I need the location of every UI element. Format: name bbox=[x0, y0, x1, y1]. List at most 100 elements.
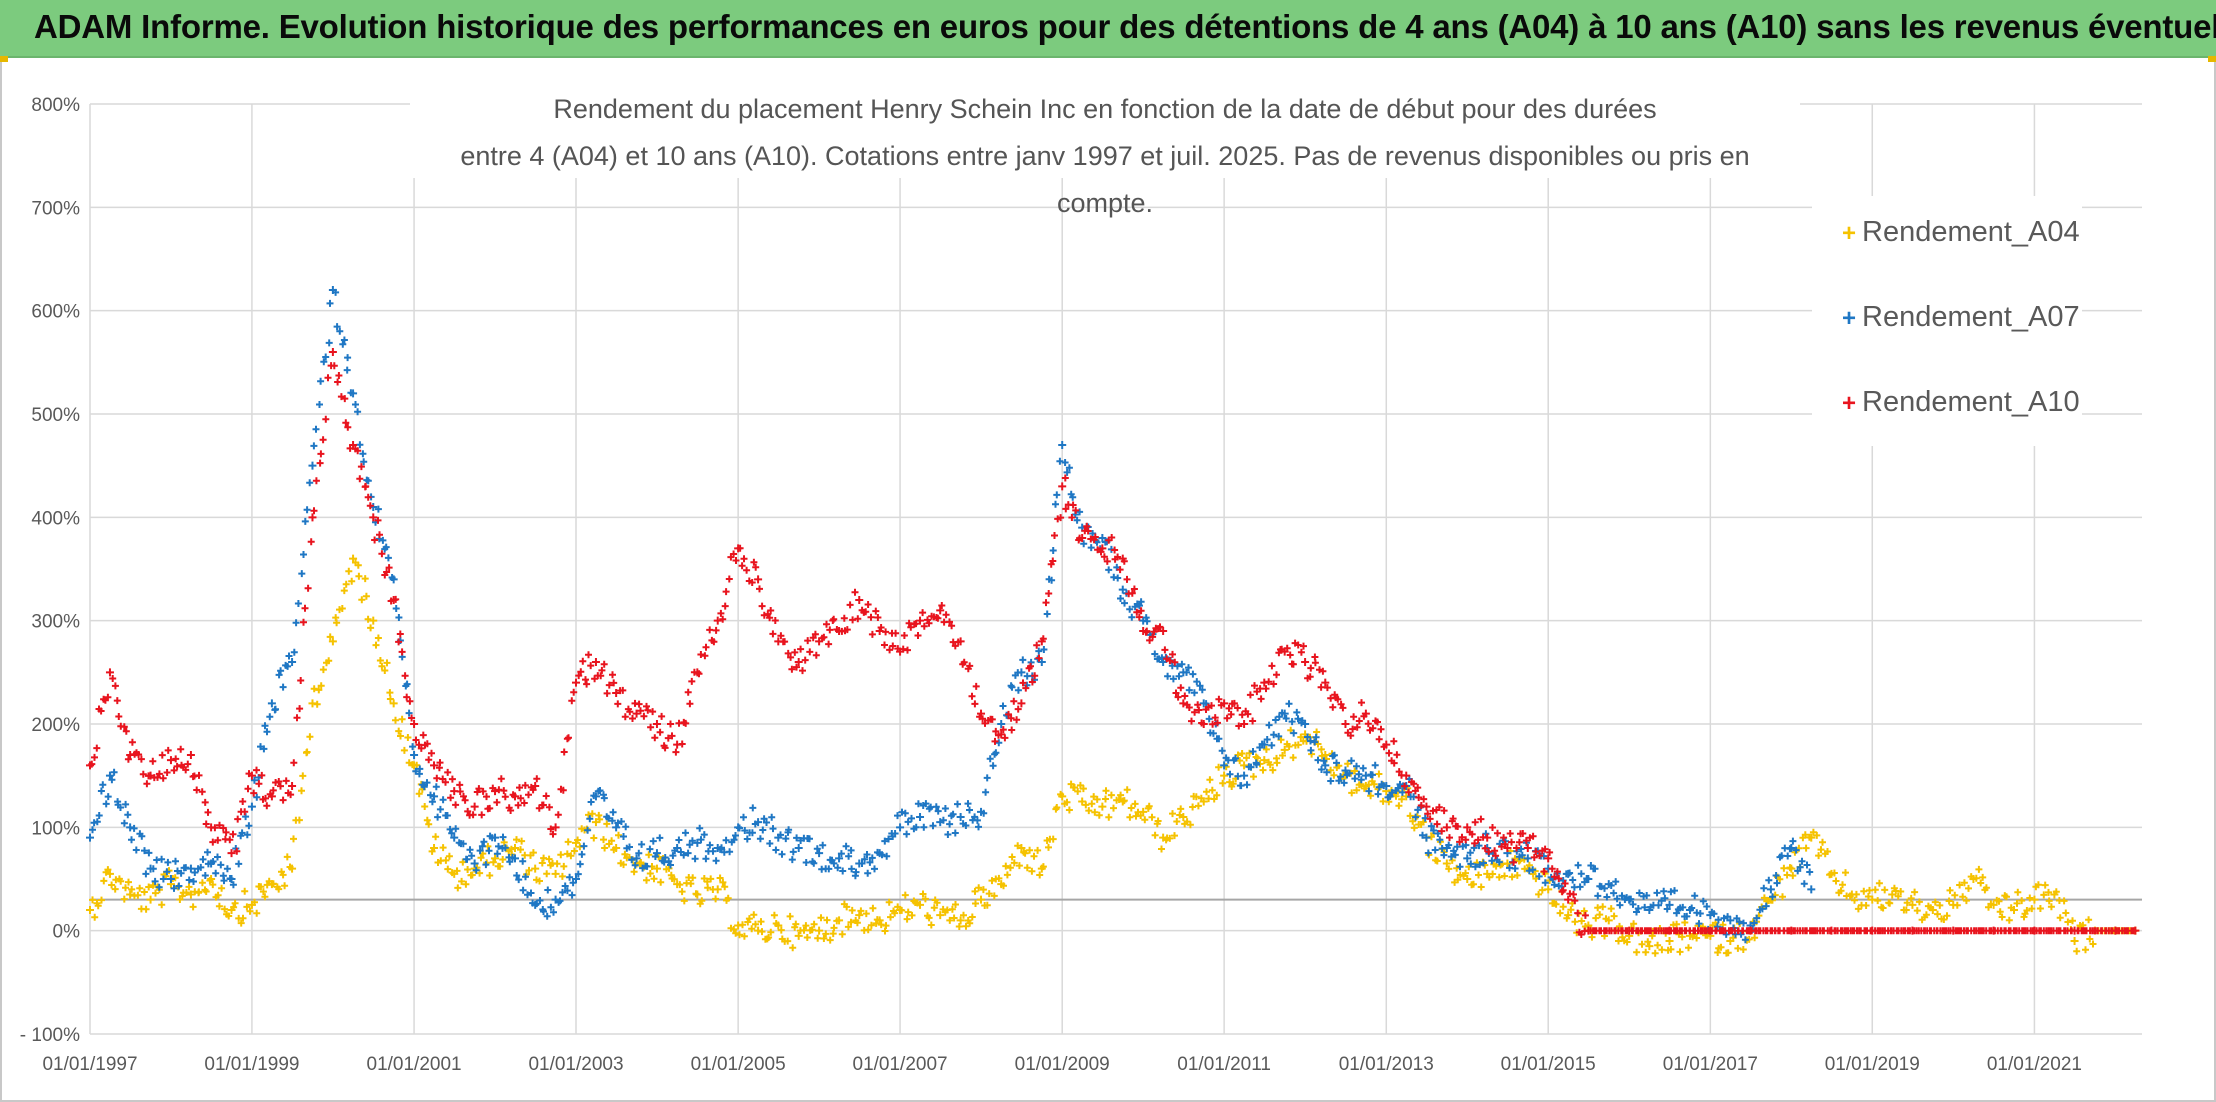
data-point-cloud bbox=[635, 700, 659, 742]
data-point-cloud bbox=[595, 811, 618, 854]
data-point-cloud bbox=[575, 651, 599, 688]
x-tick-label: 01/01/2021 bbox=[1987, 1054, 2082, 1075]
data-point-cloud bbox=[1667, 887, 1691, 920]
data-point bbox=[652, 864, 661, 873]
data-point bbox=[1220, 771, 1229, 780]
data-point-cloud bbox=[251, 877, 273, 917]
data-point-cloud bbox=[696, 824, 720, 865]
data-point bbox=[247, 802, 256, 811]
data-point-cloud bbox=[332, 567, 356, 627]
data-point bbox=[1807, 885, 1816, 894]
data-point-cloud bbox=[1506, 839, 1530, 872]
data-point-cloud bbox=[108, 768, 132, 827]
data-point-cloud bbox=[1627, 889, 1651, 916]
data-point bbox=[1098, 534, 1107, 542]
data-point bbox=[1463, 823, 1472, 832]
data-point-cloud bbox=[1203, 763, 1227, 803]
data-point bbox=[328, 348, 337, 356]
data-point bbox=[1442, 823, 1451, 832]
data-point bbox=[510, 854, 519, 863]
data-point bbox=[1240, 720, 1249, 728]
x-tick-label: 01/01/2001 bbox=[367, 1054, 462, 1075]
data-point bbox=[855, 911, 864, 920]
data-point-cloud bbox=[269, 853, 294, 893]
data-point bbox=[916, 616, 925, 625]
data-point bbox=[652, 720, 661, 728]
data-point bbox=[1037, 658, 1046, 666]
data-point-cloud bbox=[2033, 927, 2076, 935]
data-point-cloud bbox=[452, 825, 476, 863]
data-point bbox=[1422, 802, 1431, 811]
data-point-cloud bbox=[1424, 803, 1448, 835]
data-point-cloud bbox=[1061, 459, 1084, 524]
data-point-cloud bbox=[250, 713, 274, 801]
data-point-cloud bbox=[1020, 846, 1044, 879]
data-point bbox=[571, 875, 580, 883]
data-point-cloud bbox=[1789, 837, 1814, 888]
data-point-cloud bbox=[716, 874, 740, 937]
data-point-cloud bbox=[1890, 884, 1915, 914]
data-point bbox=[997, 720, 1006, 728]
data-point-cloud bbox=[189, 771, 212, 828]
data-point-cloud bbox=[290, 538, 315, 767]
data-point-cloud bbox=[1546, 848, 1569, 896]
data-point bbox=[1301, 658, 1310, 666]
data-point bbox=[349, 389, 358, 398]
data-point bbox=[1341, 720, 1350, 728]
data-point bbox=[267, 792, 276, 801]
series-rendement-a04 bbox=[86, 554, 2140, 957]
data-point bbox=[1928, 906, 1937, 914]
data-point bbox=[349, 441, 358, 449]
data-point bbox=[105, 869, 114, 878]
data-point bbox=[369, 616, 378, 625]
data-point-cloud bbox=[1323, 684, 1347, 712]
data-point-cloud bbox=[413, 761, 436, 855]
data-point-cloud bbox=[717, 550, 740, 623]
data-point-cloud bbox=[980, 739, 1003, 817]
data-point-cloud bbox=[271, 652, 293, 714]
data-point-cloud bbox=[757, 911, 780, 943]
data-point bbox=[977, 709, 986, 718]
data-point bbox=[1078, 534, 1087, 542]
data-point bbox=[1463, 854, 1472, 863]
data-point-cloud bbox=[89, 866, 112, 921]
data-point-cloud bbox=[837, 842, 860, 880]
data-point-cloud bbox=[1446, 815, 1470, 846]
data-point bbox=[86, 833, 94, 842]
data-point-cloud bbox=[88, 693, 112, 768]
data-point-cloud bbox=[189, 877, 214, 911]
corner-mark-left bbox=[0, 56, 8, 62]
data-point bbox=[632, 854, 641, 863]
legend-label-a04: Rendement_A04 bbox=[1862, 216, 2080, 248]
data-point bbox=[1807, 833, 1816, 842]
data-point-cloud bbox=[614, 686, 639, 722]
data-point-cloud bbox=[1851, 886, 1873, 913]
data-point bbox=[571, 678, 580, 687]
data-point bbox=[1017, 844, 1026, 852]
data-point-cloud bbox=[656, 834, 679, 869]
data-point-cloud bbox=[594, 660, 618, 697]
data-point-cloud bbox=[878, 812, 901, 860]
data-point-cloud bbox=[533, 775, 557, 838]
data-point-cloud bbox=[1466, 815, 1489, 852]
data-point-cloud bbox=[372, 505, 396, 581]
legend-label-a10: Rendement_A10 bbox=[1862, 386, 2080, 418]
data-point bbox=[1280, 709, 1289, 718]
data-point-cloud bbox=[1830, 869, 1854, 900]
data-point bbox=[389, 575, 398, 584]
data-point bbox=[1179, 813, 1188, 821]
data-point bbox=[591, 658, 600, 666]
data-point-cloud bbox=[310, 633, 334, 708]
data-point bbox=[1199, 720, 1208, 728]
data-point bbox=[430, 792, 439, 801]
data-point bbox=[430, 844, 439, 852]
data-point bbox=[591, 792, 600, 801]
data-point bbox=[1523, 844, 1532, 852]
data-point bbox=[166, 756, 175, 765]
data-point-cloud bbox=[89, 781, 112, 834]
data-point bbox=[531, 900, 540, 909]
data-point-cloud bbox=[1709, 919, 1732, 957]
data-point-cloud bbox=[229, 770, 253, 855]
data-point bbox=[936, 606, 945, 615]
data-point bbox=[491, 787, 500, 796]
